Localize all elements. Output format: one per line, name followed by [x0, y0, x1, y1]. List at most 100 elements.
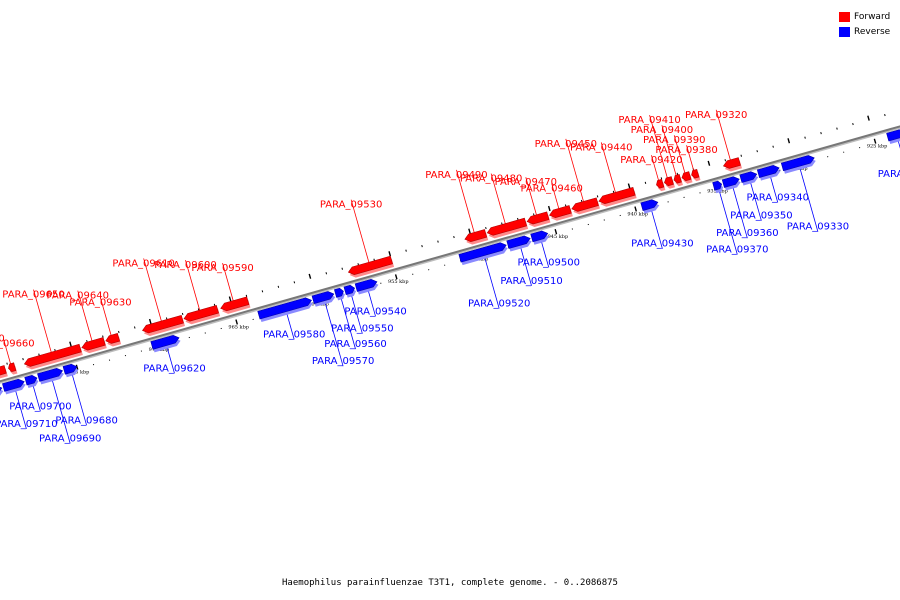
gene-label-PARA_09310: PARA_09310 — [878, 169, 900, 180]
gene-PARA_09510[interactable] — [506, 235, 532, 252]
gene-PARA_09440[interactable] — [598, 187, 637, 207]
gene-label-PARA_09710: PARA_09710 — [0, 419, 58, 430]
gene-PARA_09360[interactable] — [721, 176, 741, 191]
gene-body — [549, 205, 572, 219]
gene-label-PARA_09660: PARA_09660 — [0, 339, 35, 350]
gene-label-PARA_09440: PARA_09440 — [570, 142, 632, 153]
gene-body — [486, 217, 527, 236]
gene-PARA_09590[interactable] — [220, 296, 251, 314]
gene-label-PARA_09620: PARA_09620 — [143, 363, 205, 374]
gene-label-PARA_09420: PARA_09420 — [620, 155, 682, 166]
strand-legend: Forward Reverse — [839, 9, 890, 39]
leader-line — [799, 166, 819, 232]
minor-tick-below — [181, 312, 184, 316]
gene-label-PARA_09650: PARA_09650 — [2, 290, 64, 301]
minor-tick-below — [197, 308, 200, 311]
leader-line — [77, 290, 93, 341]
major-tick-below — [627, 183, 631, 189]
gene-PARA_09720[interactable] — [0, 385, 4, 425]
tick-label: 955 kbp — [388, 279, 409, 285]
major-tick — [75, 364, 79, 370]
major-tick-below — [707, 160, 711, 166]
gene-body — [2, 378, 25, 392]
gene-PARA_09690[interactable] — [37, 367, 65, 385]
gene-PARA_09630[interactable] — [105, 333, 122, 347]
gene-PARA_09460[interactable] — [549, 205, 573, 221]
gene-body — [23, 343, 82, 367]
minor-tick-below — [437, 240, 439, 243]
gene-PARA_09620[interactable] — [150, 335, 181, 353]
tick-label: 965 kbp — [228, 324, 249, 330]
major-tick — [235, 319, 238, 325]
gene-PARA_09340[interactable] — [756, 165, 781, 181]
gene-label-PARA_09480: PARA_09480 — [460, 174, 522, 185]
gene-PARA_09600[interactable] — [183, 305, 221, 325]
leader-line — [166, 345, 175, 374]
minor-tick-below — [325, 272, 328, 275]
gene-PARA_09550[interactable] — [343, 284, 357, 298]
tick-label: 925 kbp — [867, 143, 888, 149]
gene-body — [311, 291, 335, 305]
gene-PARA_09530[interactable] — [347, 255, 395, 278]
minor-tick-below — [836, 127, 838, 130]
gene-label-PARA_09510: PARA_09510 — [500, 276, 562, 287]
minor-tick-below — [165, 317, 168, 320]
gene-PARA_09450[interactable] — [571, 197, 600, 215]
gene-PARA_09520[interactable] — [458, 242, 508, 266]
gene-body — [0, 386, 3, 392]
minor-tick-below — [405, 249, 407, 252]
major-tick-below — [388, 251, 392, 257]
gene-label-PARA_09380: PARA_09380 — [655, 145, 717, 156]
gene-PARA_09540[interactable] — [354, 278, 379, 295]
gene-PARA_09380[interactable] — [691, 168, 701, 182]
gene-PARA_09320[interactable] — [722, 157, 742, 172]
gene-body — [150, 335, 180, 350]
leader-line — [456, 169, 475, 233]
gene-PARA_09570[interactable] — [311, 291, 336, 307]
leader-line — [490, 173, 506, 224]
gene-PARA_09500[interactable] — [530, 230, 550, 245]
gene-PARA_09680[interactable] — [62, 363, 79, 378]
gene-PARA_09610[interactable] — [142, 314, 185, 336]
gene-PARA_09310[interactable] — [886, 129, 900, 144]
gene-PARA_09370[interactable] — [712, 180, 724, 194]
gene-PARA_09650[interactable] — [23, 343, 83, 370]
minor-tick-below — [6, 362, 8, 365]
gene-labels: PARA_09300PARA_09310PARA_09320PARA_09330… — [0, 110, 900, 445]
minor-tick-below — [580, 199, 583, 203]
tick-label: 975 kbp — [69, 369, 90, 375]
gene-PARA_09670[interactable] — [0, 365, 8, 387]
gene-PARA_09410[interactable] — [664, 176, 675, 189]
gene-PARA_09710[interactable] — [2, 378, 26, 395]
gene-label-PARA_09530: PARA_09530 — [320, 200, 382, 211]
minor-tick-below — [213, 303, 216, 306]
gene-PARA_09390[interactable] — [681, 171, 693, 184]
minor-tick-below — [373, 258, 375, 261]
gene-PARA_09430[interactable] — [640, 199, 660, 214]
legend-forward: Forward — [839, 9, 890, 24]
gene-PARA_09350[interactable] — [739, 171, 759, 186]
gene-PARA_09420[interactable] — [656, 178, 666, 192]
minor-tick-below — [277, 285, 280, 288]
gene-label-PARA_09340: PARA_09340 — [747, 193, 809, 204]
minor-tick-below — [102, 335, 104, 338]
leader-line — [285, 311, 295, 340]
leader-line — [71, 372, 87, 426]
gene-PARA_09700[interactable] — [24, 374, 39, 389]
gene-PARA_09560[interactable] — [333, 287, 345, 301]
gene-label-PARA_09640: PARA_09640 — [47, 291, 109, 302]
major-tick-below — [308, 273, 312, 279]
gene-PARA_09580[interactable] — [257, 297, 314, 323]
gene-PARA_09490[interactable] — [464, 229, 489, 245]
gene-body — [343, 284, 355, 296]
gene-PARA_09480[interactable] — [486, 217, 529, 239]
gene-PARA_09640[interactable] — [81, 337, 107, 354]
minor-tick-below — [740, 154, 742, 157]
gene-PARA_09400[interactable] — [673, 173, 683, 187]
gene-PARA_09470[interactable] — [526, 211, 551, 228]
gene-PARA_09330[interactable] — [780, 155, 816, 174]
gene-PARA_09660[interactable] — [8, 362, 18, 375]
leader-line — [32, 383, 41, 412]
leader-line — [769, 174, 779, 203]
minor-tick-below — [501, 222, 503, 225]
